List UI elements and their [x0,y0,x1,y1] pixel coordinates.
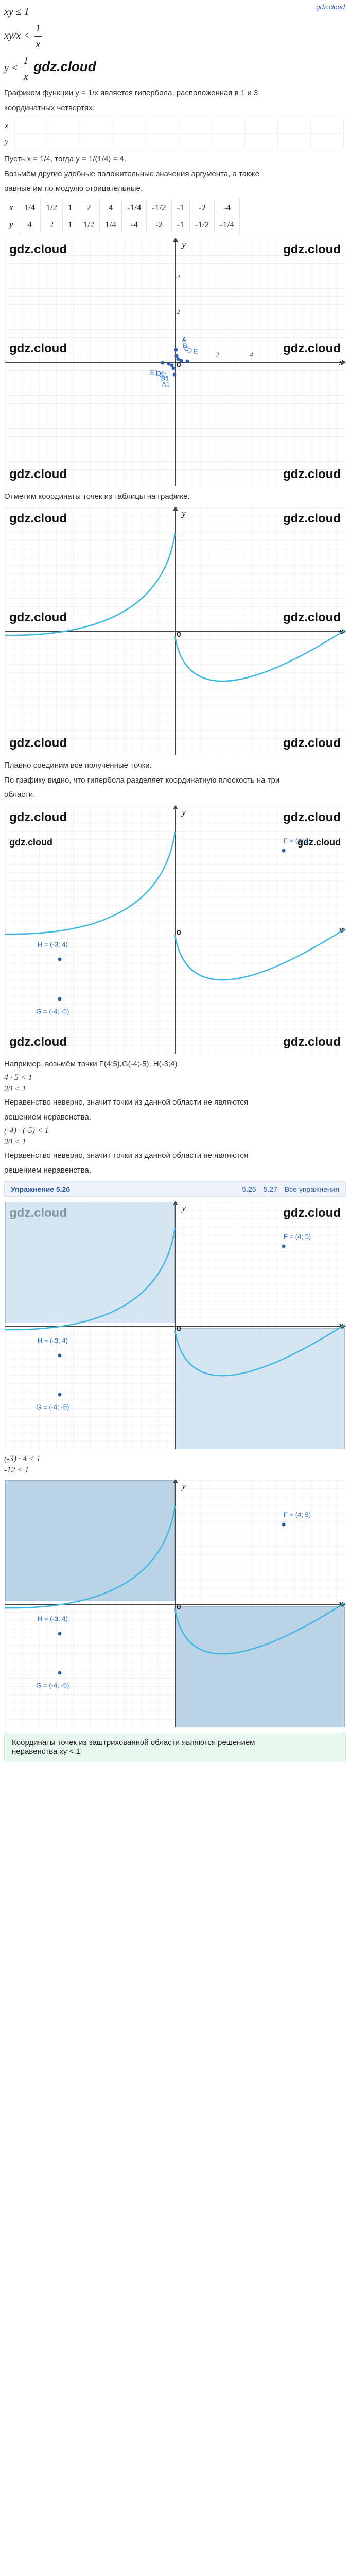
inequality-2: (-4) · (-5) < 1 [4,1126,346,1136]
chart-shaded-region-2: y x 0 F = (4; 5) H = (-3; 4) G = (-4; -5… [5,1480,345,1727]
scatter-point-D1 [167,362,171,365]
y-axis [175,239,176,486]
point-F-dot [282,1245,286,1248]
final-note-l1: Координаты точек из заштрихованной облас… [12,1738,338,1747]
top-watermark: gdz.cloud [316,3,345,11]
inequality-1: 4 · 5 < 1 [4,1073,346,1082]
final-answer-box: Координаты точек из заштрихованной облас… [4,1733,346,1761]
point-F-label: F = (4; 5) [284,1511,311,1519]
scatter-point-A1 [172,372,176,376]
point-G-dot [58,1393,61,1397]
point-H-dot [58,1632,61,1635]
scatter-point-D [180,359,183,362]
inequality-2-result: 20 < 1 [4,1138,346,1147]
scatter-point-B1 [172,366,176,370]
inequality-3-result: -12 < 1 [4,1466,346,1475]
final-note-l2: неравенства xy < 1 [12,1747,338,1756]
point-F-dot [282,849,286,852]
inequality-2-false-l2: решением неравенства. [4,1165,346,1177]
inequality-1-result: 20 < 1 [4,1084,346,1094]
hyperbola-description: Графиком функции y = 1/x является гиперб… [4,88,346,99]
note-after-chart2-l2: По графику видно, что гипербола разделяе… [4,775,346,787]
chart-scatter-points: gdz.cloud gdz.cloud gdz.cloud gdz.cloud … [5,239,345,486]
exercise-nav-bar: Упражнение 5.26 5.25 5.27 Все упражнения [4,1181,346,1197]
table-row-y: y 4 2 1 1/2 1/4 -4 -2 -1 -1/2 -1/4 [4,216,239,233]
point-G-dot [58,1671,61,1675]
note-after-chart2-l3: области. [4,789,346,801]
exercise-title: Упражнение 5.26 [11,1185,70,1193]
scatter-point-E [186,360,189,363]
chart-shaded-region-1: gdz.cloud gdz.cloud y x 0 F = (4; 5) H =… [5,1202,345,1449]
point-F-label: F = (4; 5) [284,837,311,844]
inline-logo-1: gdz.cloud [33,57,96,77]
substitution-text: Пусть x = 1/4, тогда y = 1/(1/4) = 4. [4,154,346,165]
scatter-point-A [174,348,178,351]
inequality-xy-1: xy ≤ 1 [4,4,346,20]
point-H-label: H = (-3; 4) [38,941,68,948]
exercise-prev-button[interactable]: 5.25 [242,1185,256,1193]
scatter-label-D: D [187,347,192,354]
chart-hyperbola-basic: gdz.cloud gdz.cloud gdz.cloud gdz.cloud … [5,507,345,755]
scatter-label-E1: E1 [150,369,159,377]
example-text: Например, возьмём точки F(4;5),G(-4;-5),… [4,1059,346,1071]
scatter-point-C1 [170,363,174,367]
inequality-1-false-l2: решением неравенства. [4,1112,346,1124]
scatter-label-E: E [194,347,198,355]
note-after-chart1: Отметим координаты точек из таблицы на г… [4,491,346,503]
inequality-1-false-l1: Неравенство неверно, значит точки из дан… [4,1097,346,1109]
intro-text2-l2: равные им по модулю отрицательные. [4,183,346,195]
point-H-label: H = (-3; 4) [38,1615,68,1622]
y-axis-label: y [182,240,186,250]
inequality-2-false-l1: Неравенство неверно, значит точки из дан… [4,1150,346,1162]
point-G-label: G = (-4; -5) [36,1007,69,1015]
point-H-dot [58,958,61,961]
point-F-label: F = (4; 5) [284,1233,311,1241]
table-row-x: x 1/4 1/2 1 2 4 -1/4 -1/2 -1 -2 -4 [4,199,239,216]
xy-data-table: x 1/4 1/2 1 2 4 -1/4 -1/2 -1 -2 -4 y 4 2… [4,199,240,233]
hyperbola-description-2: координатных четвертях. [4,103,346,114]
empty-placeholder-table: x y [4,118,344,149]
x-axis-label: x [339,357,343,367]
exercise-next-button[interactable]: 5.27 [264,1185,277,1193]
scatter-point-E1 [161,361,165,365]
point-G-dot [58,997,61,1001]
point-F-dot [282,1523,286,1527]
note-after-chart2-l1: Плавно соединим все полученные точки. [4,760,346,772]
chart-hyperbola-fgh: gdz.cloud gdz.cloud gdz.cloud gdz.cloud … [5,806,345,1054]
intro-text2-l1: Возьмём другие удобные положительные зна… [4,168,346,180]
point-H-dot [58,1353,61,1357]
point-G-label: G = (-4; -5) [36,1682,69,1689]
point-H-label: H = (-3; 4) [38,1336,68,1344]
exercise-all-link[interactable]: Все упражнения [285,1185,339,1193]
point-G-label: G = (-4; -5) [36,1403,69,1411]
inequality-3: (-3) · 4 < 1 [4,1454,346,1464]
